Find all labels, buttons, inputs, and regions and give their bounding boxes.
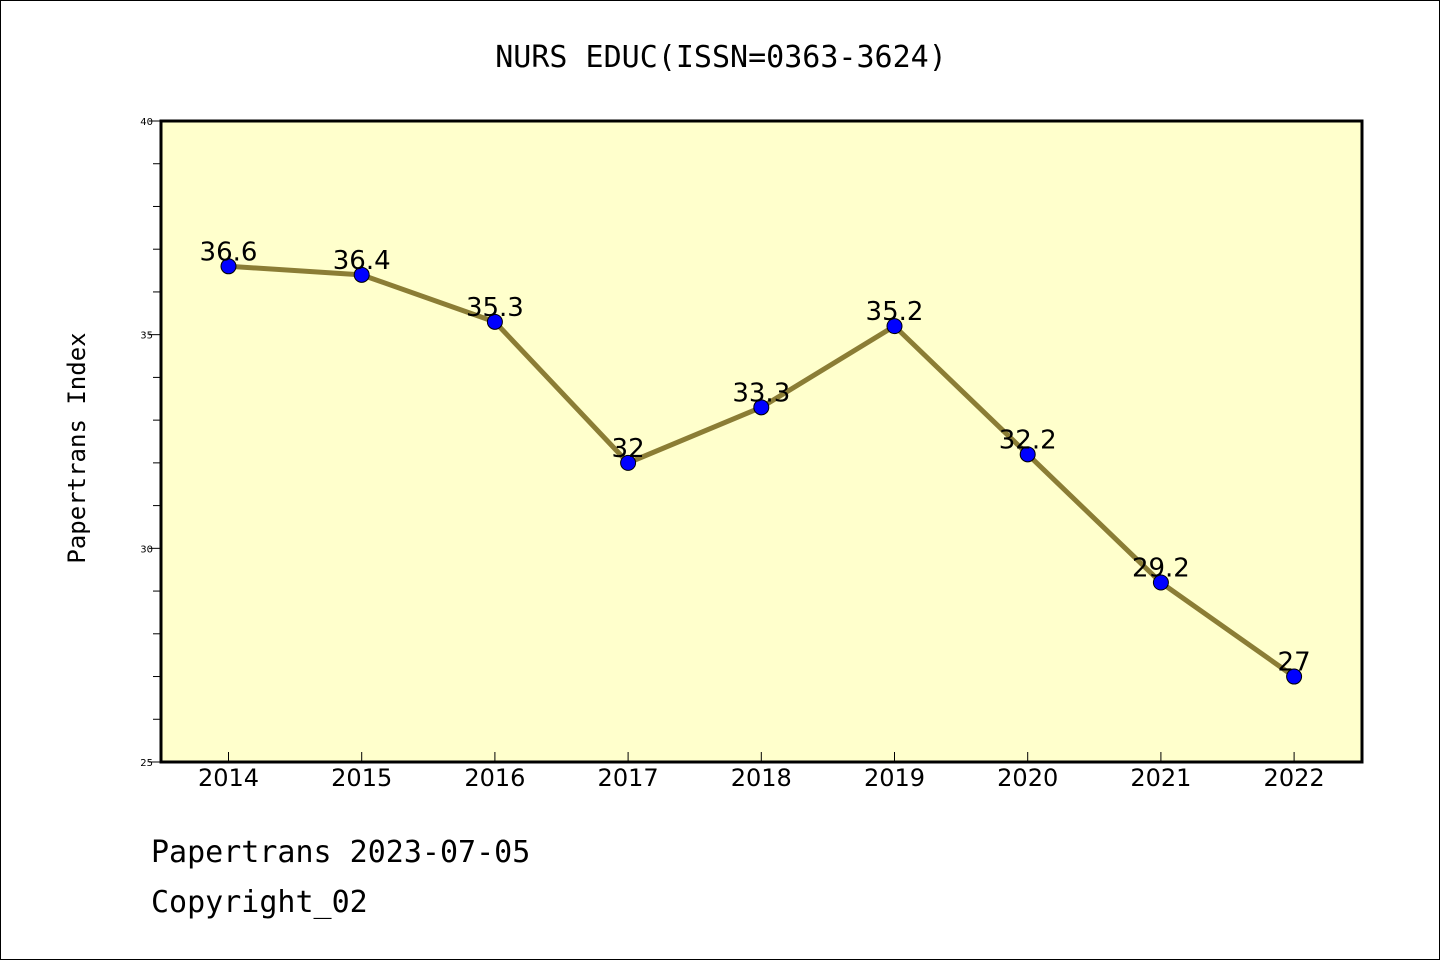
x-tick-label: 2021 bbox=[1130, 764, 1191, 792]
data-point bbox=[353, 266, 370, 283]
data-point bbox=[486, 313, 503, 330]
x-axis-ticks: 2014 2015 2016 2017 2018 2019 2020 2021 2022 bbox=[198, 752, 1325, 792]
data-point bbox=[886, 318, 903, 335]
y-tick-label: 25 bbox=[140, 758, 153, 769]
x-tick-label: 2017 bbox=[598, 764, 659, 792]
x-tick-label: 2020 bbox=[997, 764, 1058, 792]
data-label: 32 bbox=[612, 434, 645, 464]
footer-copyright: Copyright_02 bbox=[151, 885, 368, 920]
data-point bbox=[620, 454, 637, 471]
data-label: 36.6 bbox=[200, 237, 258, 267]
data-label: 32.2 bbox=[999, 425, 1057, 455]
y-tick-label: 30 bbox=[140, 544, 153, 555]
data-point bbox=[1019, 446, 1036, 463]
data-label: 35.2 bbox=[866, 297, 924, 327]
x-tick-label: 2022 bbox=[1264, 764, 1325, 792]
data-series: 36.6 36.4 35.3 32 33.3 35.2 32.2 29.2 27 bbox=[200, 237, 1311, 685]
plot-area bbox=[159, 119, 1364, 764]
footer-date: Papertrans 2023-07-05 bbox=[151, 835, 531, 870]
y-axis-ticks: 25 30 35 40 bbox=[140, 117, 161, 769]
data-point bbox=[220, 258, 237, 275]
data-label: 33.3 bbox=[732, 378, 790, 408]
data-point bbox=[753, 399, 770, 416]
y-tick-label: 35 bbox=[140, 331, 153, 342]
data-point bbox=[1152, 574, 1169, 591]
x-tick-label: 2014 bbox=[198, 764, 259, 792]
x-tick-label: 2018 bbox=[731, 764, 792, 792]
y-tick-label: 40 bbox=[140, 117, 153, 128]
x-tick-label: 2015 bbox=[331, 764, 392, 792]
x-tick-label: 2016 bbox=[464, 764, 525, 792]
data-label: 35.3 bbox=[466, 293, 524, 323]
data-label: 27 bbox=[1278, 648, 1311, 678]
data-label: 36.4 bbox=[333, 246, 391, 276]
data-point bbox=[1286, 668, 1303, 685]
data-label: 29.2 bbox=[1132, 554, 1190, 584]
chart-title: NURS EDUC(ISSN=0363-3624) bbox=[495, 40, 947, 75]
x-tick-label: 2019 bbox=[864, 764, 925, 792]
y-axis-label: Papertrans Index bbox=[63, 332, 91, 563]
